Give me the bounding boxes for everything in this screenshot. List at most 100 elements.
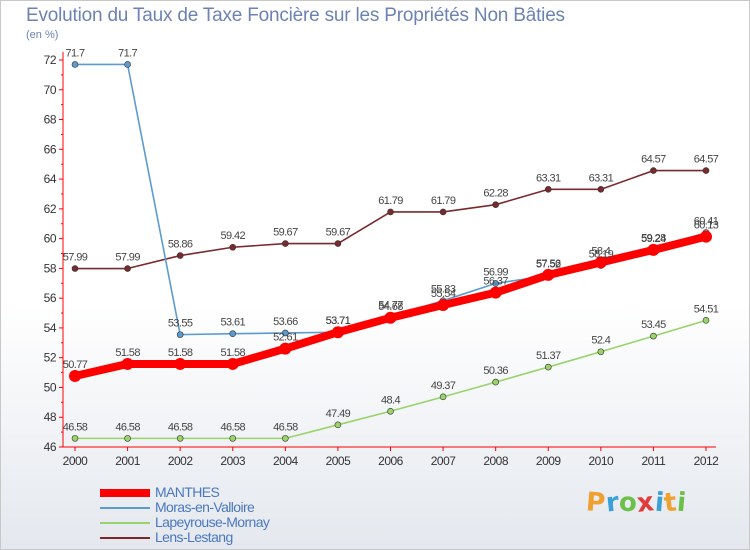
y-tick-label: 54 <box>44 321 57 335</box>
data-point-lens-lestang <box>176 252 184 259</box>
data-label-moras-en-valloire: 57.52 <box>536 259 561 271</box>
data-point-lens-lestang <box>439 208 447 216</box>
data-label-lapeyrouse-mornay: 52.4 <box>591 335 610 347</box>
data-point-manthes <box>331 326 344 339</box>
legend-swatch <box>100 507 150 509</box>
data-label-lens-lestang: 63.31 <box>589 172 614 184</box>
data-point-lapeyrouse-mornay <box>387 407 394 415</box>
data-point-lapeyrouse-mornay <box>650 332 657 340</box>
data-point-lens-lestang <box>124 265 131 272</box>
data-label-moras-en-valloire: 59.28 <box>641 232 666 244</box>
data-point-manthes <box>542 268 555 281</box>
y-axis-unit: (en %) <box>26 29 59 41</box>
data-label-manthes: 57.56 <box>536 258 561 270</box>
data-point-manthes <box>437 299 450 312</box>
data-label-lens-lestang: 57.99 <box>115 252 140 264</box>
x-tick-label: 2011 <box>642 454 667 468</box>
y-tick-label: 60 <box>44 232 57 246</box>
data-label-moras-en-valloire: 53.66 <box>273 316 298 328</box>
y-tick-label: 46 <box>44 440 57 454</box>
data-label-moras-en-valloire: 56.99 <box>483 266 508 278</box>
data-point-lens-lestang <box>492 201 499 208</box>
data-label-lapeyrouse-mornay: 47.49 <box>326 408 351 420</box>
data-label-manthes: 58.4 <box>591 245 610 257</box>
legend-item-lens-lestang: Lens-Lestang <box>100 529 360 545</box>
y-tick-label: 58 <box>44 261 57 275</box>
data-point-lapeyrouse-mornay <box>334 421 342 429</box>
data-point-lens-lestang <box>229 243 237 251</box>
data-point-moras-en-valloire <box>282 329 289 337</box>
x-tick-label: 2007 <box>431 454 457 468</box>
data-label-manthes: 51.58 <box>220 347 245 359</box>
y-tick-label: 52 <box>44 351 57 365</box>
data-label-lapeyrouse-mornay: 46.58 <box>115 421 140 433</box>
y-tick-label: 48 <box>44 410 57 424</box>
data-label-manthes: 52.61 <box>273 332 298 344</box>
data-label-lapeyrouse-mornay: 46.58 <box>220 421 245 433</box>
x-tick-label: 2001 <box>115 454 141 468</box>
legend-label: Lens-Lestang <box>155 529 233 545</box>
data-label-moras-en-valloire: 60.41 <box>694 216 719 228</box>
y-tick-label: 56 <box>44 291 57 305</box>
data-point-lens-lestang <box>387 208 394 216</box>
data-point-manthes <box>700 230 712 243</box>
y-tick-label: 66 <box>44 142 57 156</box>
data-point-moras-en-valloire <box>492 280 499 287</box>
data-point-lens-lestang <box>597 186 605 193</box>
x-tick-label: 2006 <box>378 454 404 468</box>
data-point-moras-en-valloire <box>229 330 237 338</box>
data-label-lapeyrouse-mornay: 48.4 <box>381 394 400 406</box>
y-tick-label: 72 <box>44 53 57 67</box>
data-label-lens-lestang: 61.79 <box>378 195 403 207</box>
data-point-lapeyrouse-mornay <box>124 435 131 442</box>
data-label-lapeyrouse-mornay: 51.37 <box>536 350 561 362</box>
data-label-moras-en-valloire: 53.71 <box>326 315 351 327</box>
legend-label: Lapeyrouse-Mornay <box>155 514 270 530</box>
y-tick-label: 50 <box>44 380 57 394</box>
x-tick-label: 2002 <box>168 454 194 468</box>
chart-title: Evolution du Taux de Taxe Foncière sur l… <box>26 5 565 26</box>
data-label-manthes: 51.58 <box>168 347 193 359</box>
data-label-moras-en-valloire: 58.19 <box>589 249 614 261</box>
x-tick-label: 2012 <box>694 454 720 468</box>
data-point-manthes <box>384 311 397 324</box>
data-label-lapeyrouse-mornay: 50.36 <box>483 365 508 377</box>
data-label-lapeyrouse-mornay: 46.58 <box>273 421 298 433</box>
data-point-moras-en-valloire <box>71 61 79 68</box>
data-label-manthes: 60.13 <box>694 220 719 232</box>
data-point-manthes <box>69 370 81 383</box>
data-point-lapeyrouse-mornay <box>544 363 552 371</box>
legend-item-lapeyrouse-mornay: Lapeyrouse-Mornay <box>100 514 360 530</box>
y-tick-label: 64 <box>44 172 57 186</box>
data-point-lens-lestang <box>544 186 552 193</box>
y-tick-label: 68 <box>44 113 57 127</box>
data-label-manthes: 53.71 <box>326 315 351 327</box>
legend-swatch <box>100 489 150 497</box>
data-label-lens-lestang: 59.67 <box>326 227 351 239</box>
data-label-lens-lestang: 63.31 <box>536 172 561 184</box>
data-label-manthes: 51.58 <box>115 347 140 359</box>
x-tick-label: 2000 <box>63 454 89 468</box>
data-label-moras-en-valloire: 71.7 <box>118 47 137 59</box>
legend-item-manthes: MANTHES <box>100 484 360 500</box>
data-label-lapeyrouse-mornay: 46.58 <box>63 421 88 433</box>
data-point-lens-lestang <box>650 167 657 174</box>
data-point-lapeyrouse-mornay <box>597 348 605 356</box>
legend-swatch <box>100 522 150 524</box>
data-label-moras-en-valloire: 53.61 <box>220 317 245 329</box>
data-label-lens-lestang: 59.42 <box>220 230 245 242</box>
data-point-moras-en-valloire <box>176 331 184 338</box>
data-point-lapeyrouse-mornay <box>71 435 79 442</box>
data-label-manthes: 56.37 <box>483 276 508 288</box>
x-tick-label: 2009 <box>536 454 562 468</box>
data-point-lapeyrouse-mornay <box>492 378 499 386</box>
data-label-lens-lestang: 58.86 <box>168 239 193 251</box>
data-label-lapeyrouse-mornay: 49.37 <box>431 380 456 392</box>
x-tick-label: 2004 <box>273 454 299 468</box>
data-label-moras-en-valloire: 71.7 <box>65 47 84 59</box>
data-point-manthes <box>226 357 239 370</box>
data-label-lapeyrouse-mornay: 53.45 <box>641 319 666 331</box>
data-label-manthes: 50.77 <box>63 359 88 371</box>
